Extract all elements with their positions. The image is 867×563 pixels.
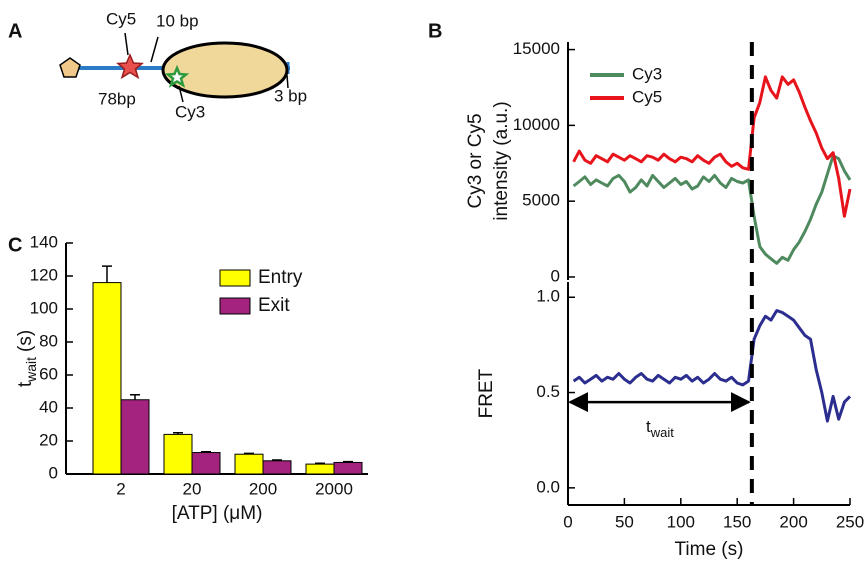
- error-bar: [102, 265, 112, 283]
- wait-label-sub: wait: [650, 426, 675, 441]
- x-tick-label: 200: [779, 512, 807, 531]
- error-bar: [315, 462, 325, 465]
- dna-diagram: Cy5 10 bp 78bp Cy3 3 bp: [59, 9, 307, 121]
- biotin-tag: [59, 57, 81, 78]
- leader: [150, 36, 159, 63]
- series-line: [572, 309, 852, 423]
- spacer-label: 10 bp: [156, 11, 199, 30]
- wait-label: twait: [646, 418, 674, 441]
- x-tick-label: 2000: [315, 479, 353, 498]
- series-line: [572, 154, 852, 265]
- legend-label: Entry: [258, 267, 303, 288]
- x-tick-label: 200: [249, 479, 277, 498]
- x-tick-label: 100: [667, 512, 695, 531]
- legend-swatch: [219, 297, 251, 315]
- bar: [262, 460, 292, 475]
- y-tick-label: 0.0: [536, 477, 560, 496]
- leader: [124, 32, 129, 56]
- error-bar: [272, 459, 282, 461]
- x-axis-label: Time (s): [675, 539, 744, 560]
- y-axis-label: twait (s): [15, 330, 39, 387]
- x-tick-label: 20: [183, 479, 202, 498]
- bar: [163, 433, 193, 475]
- error-bar: [130, 394, 140, 400]
- legend-label: Cy3: [632, 64, 662, 83]
- y-label-main: t: [15, 381, 36, 387]
- error-bar: [173, 432, 183, 435]
- x-tick-label: 50: [615, 512, 634, 531]
- y-axis-label: intensity (a.u.): [491, 101, 512, 220]
- cy3-star: [164, 64, 190, 88]
- bar: [234, 453, 264, 475]
- y-tick-label: 140: [30, 232, 58, 251]
- y-tick-label: 20: [39, 430, 58, 449]
- x-tick-label: 150: [723, 512, 751, 531]
- series-line: [572, 75, 852, 218]
- panel-letter: B: [428, 20, 442, 42]
- legend-swatch: [219, 269, 251, 287]
- error-bar: [201, 450, 211, 453]
- error-bar: [343, 460, 353, 463]
- y-tick-label: 15000: [513, 39, 560, 58]
- bar: [305, 463, 335, 475]
- y-tick-label: 40: [39, 397, 58, 416]
- panel-letter: A: [8, 20, 22, 42]
- y-tick-label: 80: [39, 331, 58, 350]
- y-tick-label: 0: [49, 463, 58, 482]
- cy5-star: [116, 53, 144, 80]
- y-tick-label: 0.5: [536, 382, 560, 401]
- bar: [120, 399, 150, 475]
- x-tick-label: 2: [116, 479, 125, 498]
- y-tick-label: 120: [30, 265, 58, 284]
- position-label: 78bp: [98, 89, 136, 108]
- legend-label: Cy5: [632, 87, 662, 106]
- y-tick-label: 1.0: [536, 287, 560, 306]
- bar: [333, 461, 363, 475]
- y-axis-label: Cy3 or Cy5: [465, 113, 486, 208]
- bar: [92, 282, 122, 475]
- bar: [191, 452, 221, 475]
- y-tick-label: 0: [551, 266, 560, 285]
- y-label-sub: wait: [23, 357, 39, 383]
- legend-label: Exit: [258, 295, 290, 316]
- y-axis-label: FRET: [476, 368, 497, 418]
- x-tick-label: 0: [563, 512, 572, 531]
- panel-letter: C: [8, 234, 22, 256]
- y-tick-label: 10000: [513, 115, 560, 134]
- cy3-label: Cy3: [175, 102, 205, 121]
- protein: [161, 41, 289, 99]
- y-label-unit: (s): [15, 330, 36, 352]
- overhang-label: 3 bp: [274, 86, 307, 105]
- leader: [178, 85, 184, 103]
- leader: [286, 74, 289, 89]
- x-axis-label: [ATP] (μM): [172, 503, 263, 524]
- x-tick-label: 250: [836, 512, 864, 531]
- y-tick-label: 60: [39, 364, 58, 383]
- wait-label-main: t: [646, 418, 651, 437]
- cy5-label: Cy5: [106, 9, 136, 28]
- y-tick-label: 100: [30, 298, 58, 317]
- error-bar: [244, 452, 254, 455]
- y-tick-label: 5000: [522, 191, 560, 210]
